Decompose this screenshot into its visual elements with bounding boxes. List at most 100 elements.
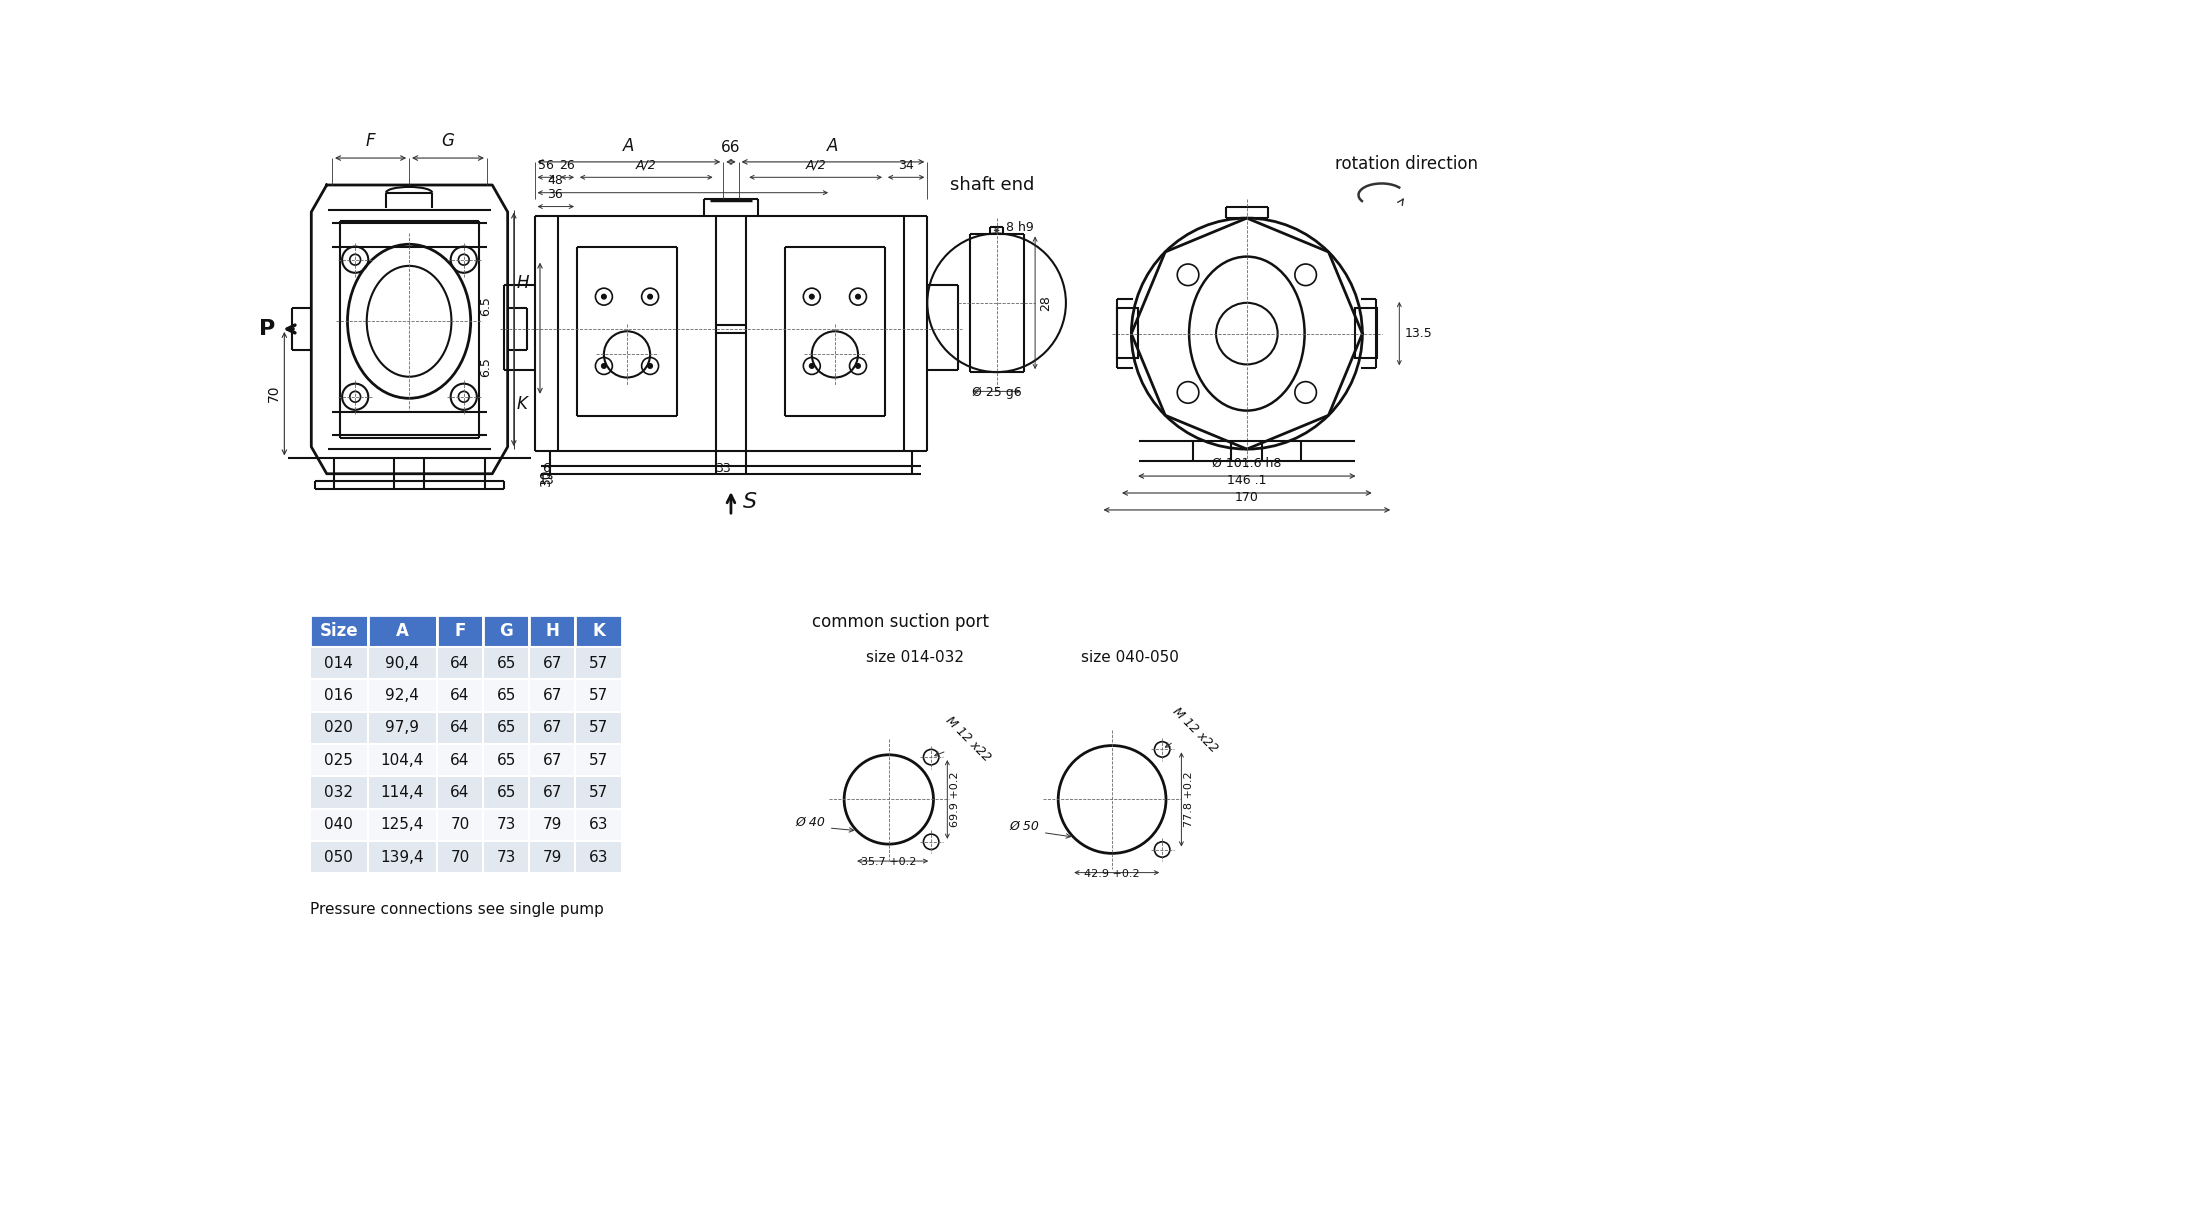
Bar [367,744,438,777]
Text: 34: 34 [898,159,913,172]
Text: K: K [592,622,605,640]
Bar [310,679,367,712]
Bar [484,615,530,647]
Bar [576,647,623,679]
Text: 73: 73 [497,818,515,832]
Text: 170: 170 [1234,490,1258,504]
Text: 57: 57 [590,689,607,703]
Bar [438,647,484,679]
Text: 57: 57 [590,785,607,800]
Text: M 12 x22: M 12 x22 [944,714,992,765]
Circle shape [601,364,607,368]
Bar [576,679,623,712]
Text: 67: 67 [543,656,561,670]
Text: 146 .1: 146 .1 [1228,474,1267,487]
Text: common suction port: common suction port [812,614,988,632]
Bar [576,841,623,873]
Text: S: S [744,492,757,512]
Bar [530,744,576,777]
Bar [438,777,484,808]
Text: 48: 48 [548,174,563,187]
Text: 73: 73 [497,849,515,865]
Text: 020: 020 [323,720,352,736]
Circle shape [810,295,814,298]
Text: A: A [623,137,634,155]
Text: H: H [517,274,530,292]
Bar [367,777,438,808]
Circle shape [856,364,860,368]
Bar [576,777,623,808]
Text: 64: 64 [451,785,469,800]
Text: 64: 64 [451,689,469,703]
Bar [484,679,530,712]
Text: 57: 57 [590,753,607,768]
Text: 79: 79 [543,849,561,865]
Circle shape [601,295,607,298]
Text: A/2: A/2 [805,159,825,172]
Text: G: G [442,133,453,150]
Bar [530,679,576,712]
Text: 67: 67 [543,753,561,768]
Bar [310,744,367,777]
Text: 6: 6 [541,463,550,475]
Text: 125,4: 125,4 [381,818,425,832]
Bar [530,712,576,744]
Text: size 014-032: size 014-032 [867,650,964,664]
Circle shape [856,295,860,298]
Bar [367,808,438,841]
Bar [438,808,484,841]
Text: 79: 79 [543,818,561,832]
Text: 63: 63 [590,849,607,865]
Text: 65: 65 [497,689,515,703]
Bar [367,841,438,873]
Text: 97,9: 97,9 [385,720,420,736]
Text: 33: 33 [715,463,730,475]
Text: 104,4: 104,4 [381,753,425,768]
Bar [310,777,367,808]
Text: 050: 050 [323,849,352,865]
Text: 65: 65 [497,720,515,736]
Text: Ø 50: Ø 50 [1010,820,1038,832]
Text: Size: Size [319,622,359,640]
Text: 64: 64 [451,720,469,736]
Text: M 12 x22: M 12 x22 [1170,705,1221,755]
Bar [530,808,576,841]
Text: 13: 13 [539,474,554,487]
Text: 014: 014 [323,656,352,670]
Bar [484,808,530,841]
Bar [576,615,623,647]
Text: 90,4: 90,4 [385,656,418,670]
Text: 57: 57 [590,656,607,670]
Bar [1355,308,1377,359]
Text: 114,4: 114,4 [381,785,425,800]
Bar [438,744,484,777]
Text: rotation direction: rotation direction [1335,155,1478,173]
Circle shape [647,364,653,368]
Text: 64: 64 [451,656,469,670]
Text: 35.7 +0.2: 35.7 +0.2 [860,858,917,867]
Text: 42.9 +0.2: 42.9 +0.2 [1085,869,1140,878]
Text: Ø 101.6 h8: Ø 101.6 h8 [1212,457,1283,470]
Bar [484,712,530,744]
Text: 77.8 +0.2: 77.8 +0.2 [1184,772,1195,827]
Bar [530,841,576,873]
Text: A: A [827,137,838,155]
Text: Ø 25 g6: Ø 25 g6 [972,387,1021,399]
Bar [576,712,623,744]
Text: 65: 65 [497,656,515,670]
Bar [530,615,576,647]
Text: F: F [453,622,466,640]
Bar [438,679,484,712]
Text: P: P [260,319,275,339]
Circle shape [810,364,814,368]
Text: Ø 40: Ø 40 [794,815,825,829]
Bar [367,679,438,712]
Text: 69.9 +0.2: 69.9 +0.2 [950,772,961,827]
Text: shaft end: shaft end [950,176,1034,194]
Bar [310,647,367,679]
Text: 36: 36 [548,188,563,202]
Text: 30: 30 [539,469,552,487]
Text: size 040-050: size 040-050 [1082,650,1179,664]
Bar [530,777,576,808]
Bar [367,615,438,647]
